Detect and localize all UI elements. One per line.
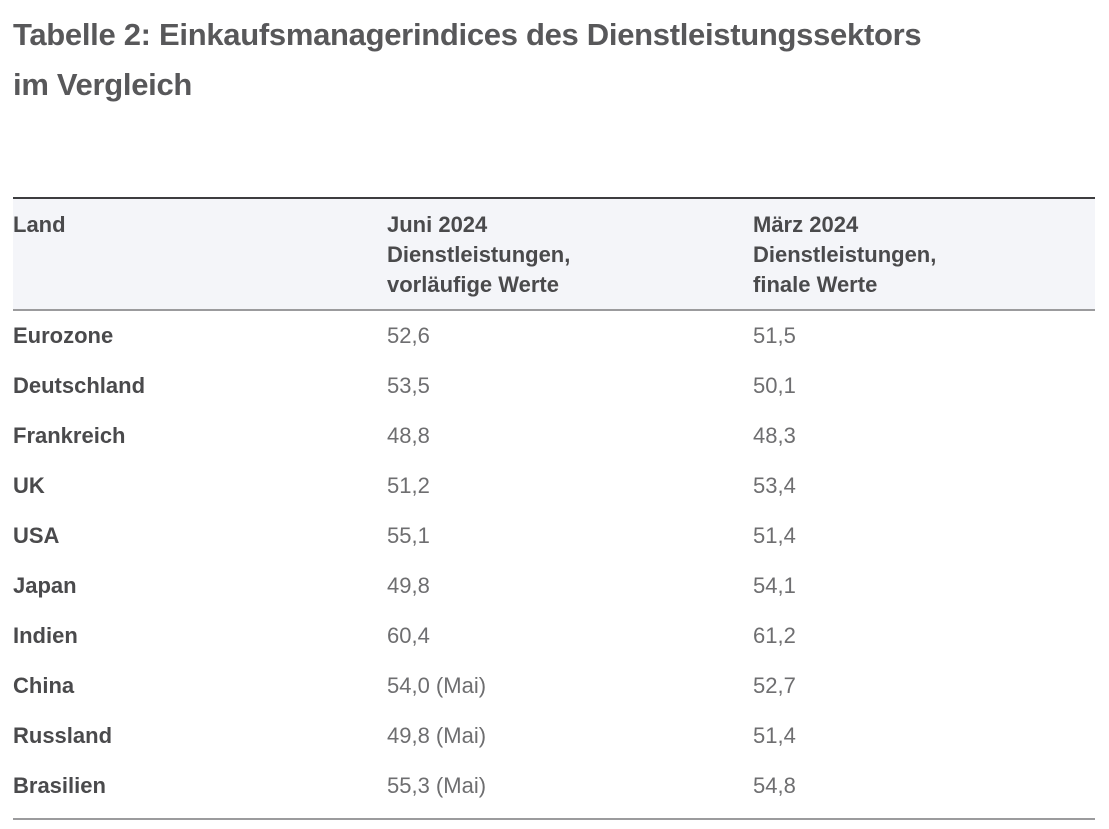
juni-2024-value-cell: 49,8 (Mai) (387, 723, 487, 748)
maerz-2024-value-cell: 51,4 (753, 723, 796, 748)
column-header-maerz-2024: März 2024 Dienstleistungen, finale Werte (753, 198, 1095, 311)
maerz-2024-value-cell: 53,4 (753, 473, 796, 498)
country-cell: Brasilien (13, 773, 106, 798)
juni-2024-value-cell: 55,3 (Mai) (387, 773, 487, 798)
table-header: Land Juni 2024 Dienstleistungen, vorläuf… (13, 198, 1095, 311)
country-cell: Eurozone (13, 323, 114, 348)
juni-2024-value-cell: 52,6 (387, 323, 430, 348)
country-cell: Japan (13, 573, 77, 598)
table-body: Eurozone 52,6 51,5 Deutschland 53,5 50,1… (13, 310, 1095, 819)
country-cell: Deutschland (13, 373, 146, 398)
maerz-2024-value-cell: 54,1 (753, 573, 796, 598)
juni-2024-value-cell: 48,8 (387, 423, 430, 448)
maerz-2024-value-cell: 52,7 (753, 673, 796, 698)
maerz-2024-value-cell: 50,1 (753, 373, 796, 398)
juni-2024-value-cell: 54,0 (Mai) (387, 673, 487, 698)
table-row: USA 55,1 51,4 (13, 511, 1095, 561)
table-row: Japan 49,8 54,1 (13, 561, 1095, 611)
juni-2024-value-cell: 55,1 (387, 523, 430, 548)
juni-2024-value-cell: 51,2 (387, 473, 430, 498)
juni-2024-value-cell: 49,8 (387, 573, 430, 598)
country-cell: China (13, 673, 75, 698)
page-title: Tabelle 2: Einkaufsmanagerindices des Di… (13, 17, 922, 102)
country-cell: Russland (13, 723, 113, 748)
table-row: Russland 49,8 (Mai) 51,4 (13, 711, 1095, 761)
juni-2024-value-cell: 60,4 (387, 623, 430, 648)
country-cell: Frankreich (13, 423, 126, 448)
country-cell: UK (13, 473, 45, 498)
table-row: Frankreich 48,8 48,3 (13, 411, 1095, 461)
column-header-juni-2024: Juni 2024 Dienstleistungen, vorläufige W… (387, 198, 753, 311)
maerz-2024-value-cell: 51,4 (753, 523, 796, 548)
maerz-2024-value-cell: 51,5 (753, 323, 796, 348)
table-header-row: Land Juni 2024 Dienstleistungen, vorläuf… (13, 198, 1095, 311)
table-row: China 54,0 (Mai) 52,7 (13, 661, 1095, 711)
juni-2024-value-cell: 53,5 (387, 373, 430, 398)
pmi-comparison-table: Land Juni 2024 Dienstleistungen, vorläuf… (13, 197, 1095, 820)
maerz-2024-value-cell: 54,8 (753, 773, 796, 798)
country-cell: USA (13, 523, 60, 548)
country-cell: Indien (13, 623, 78, 648)
table-row: Indien 60,4 61,2 (13, 611, 1095, 661)
maerz-2024-value-cell: 48,3 (753, 423, 796, 448)
column-header-land: Land (13, 198, 387, 311)
table-row: Deutschland 53,5 50,1 (13, 361, 1095, 411)
table-row: UK 51,2 53,4 (13, 461, 1095, 511)
table-row: Brasilien 55,3 (Mai) 54,8 (13, 761, 1095, 819)
table-row: Eurozone 52,6 51,5 (13, 310, 1095, 361)
maerz-2024-value-cell: 61,2 (753, 623, 796, 648)
